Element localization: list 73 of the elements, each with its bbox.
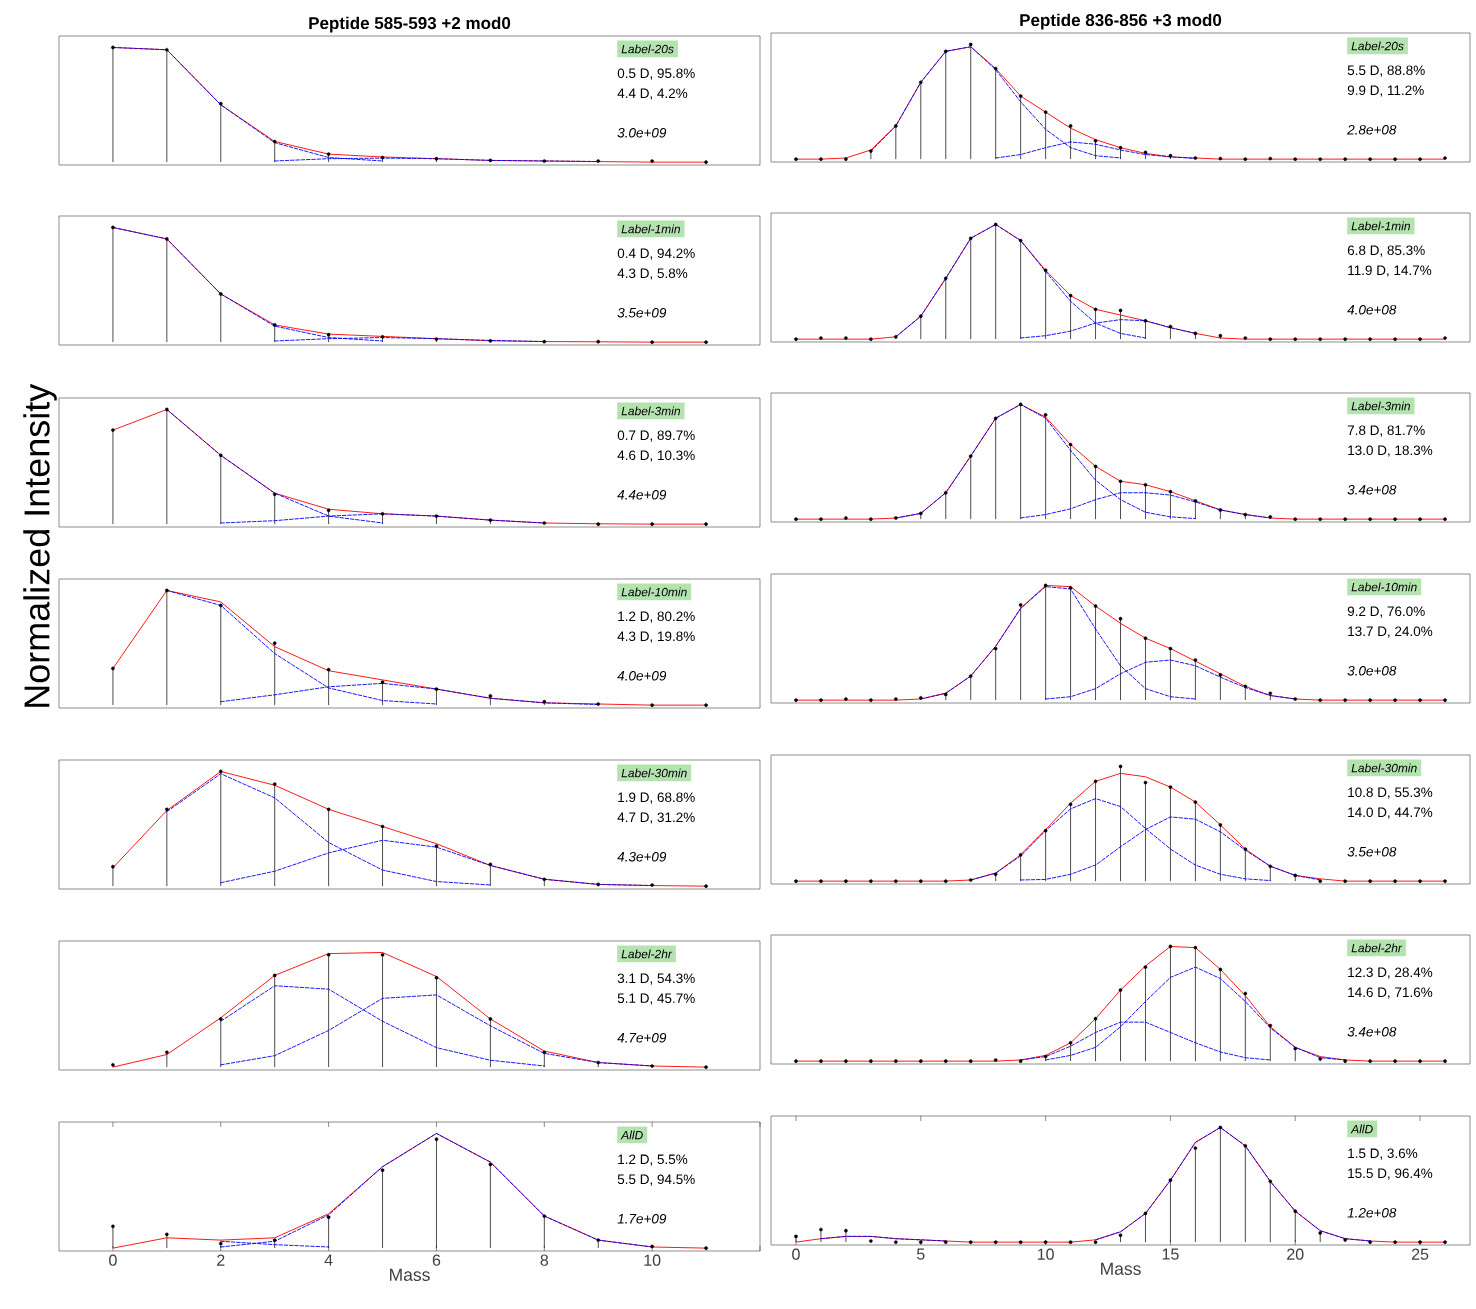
annotation: 11.9 D, 14.7% <box>1348 265 1432 277</box>
x-tick-label: 10 <box>1037 1248 1054 1260</box>
annotation: 13.0 D, 18.3% <box>1348 445 1433 457</box>
annotation: 4.3e+09 <box>617 851 667 862</box>
annotation: 14.0 D, 44.7% <box>1348 807 1433 819</box>
annotation: 1.5 D, 3.6% <box>1348 1148 1418 1160</box>
annotation: 5.5 D, 94.5% <box>617 1174 695 1186</box>
annotation: 3.0e+08 <box>1347 665 1397 676</box>
annotation: Label-20s <box>621 44 674 54</box>
chart-title: Peptide 585-593 +2 mod0 <box>309 16 511 33</box>
annotation: 12.3 D, 28.4% <box>1348 967 1433 979</box>
annotation: 13.7 D, 24.0% <box>1348 626 1433 638</box>
annotation: Label-1min <box>1351 221 1410 231</box>
annotation: Label-20s <box>1351 41 1404 51</box>
annotation: 4.6 D, 10.3% <box>617 450 695 462</box>
annotation: 2.8e+08 <box>1347 124 1397 135</box>
annotation: Label-30min <box>621 768 687 778</box>
annotation: Label-3min <box>1351 401 1410 411</box>
annotation: AllD <box>1350 1124 1373 1134</box>
x-tick-label: 8 <box>540 1254 549 1266</box>
annotation: 6.8 D, 85.3% <box>1347 245 1425 257</box>
annotation: 0.7 D, 89.7% <box>617 430 695 442</box>
annotation: 0.4 D, 94.2% <box>617 248 695 260</box>
annotation: 4.7 D, 31.2% <box>617 812 695 824</box>
annotation: 14.6 D, 71.6% <box>1348 987 1433 999</box>
annotation: 4.0e+08 <box>1347 304 1397 315</box>
annotation: Label-2hr <box>1351 943 1403 953</box>
annotation: 3.1 D, 54.3% <box>617 973 695 985</box>
x-axis-title: Mass <box>390 1268 430 1281</box>
y-axis-title: Normalized Intensity <box>23 383 57 707</box>
x-tick-label: 15 <box>1162 1248 1179 1260</box>
annotation: 5.5 D, 88.8% <box>1347 65 1425 77</box>
annotation: 4.0e+09 <box>617 670 667 681</box>
annotation: 1.2e+08 <box>1347 1207 1397 1218</box>
x-tick-label: 0 <box>109 1254 117 1266</box>
annotation: 1.7e+09 <box>617 1213 667 1224</box>
x-tick-label: 6 <box>432 1254 441 1266</box>
annotation: Label-2hr <box>621 949 673 959</box>
annotation: 9.2 D, 76.0% <box>1347 606 1425 618</box>
annotation: 3.4e+08 <box>1347 1026 1397 1037</box>
annotation: 15.5 D, 96.4% <box>1348 1168 1433 1180</box>
annotation: Label-10min <box>621 587 687 597</box>
annotation: Label-30min <box>1351 763 1417 773</box>
annotation: 1.2 D, 80.2% <box>618 611 695 623</box>
annotation: 4.3 D, 19.8% <box>617 631 695 643</box>
annotation: 1.9 D, 68.8% <box>618 792 695 804</box>
x-tick-label: 25 <box>1411 1248 1429 1260</box>
annotation: 3.5e+08 <box>1347 846 1397 857</box>
chart-title: Peptide 836-856 +3 mod0 <box>1020 13 1222 30</box>
x-tick-label: 20 <box>1287 1248 1304 1260</box>
annotation: 7.8 D, 81.7% <box>1347 425 1425 437</box>
annotation: 0.5 D, 95.8% <box>617 68 695 80</box>
x-tick-label: 0 <box>792 1248 800 1260</box>
annotation: Label-10min <box>1351 582 1417 592</box>
annotation: 9.9 D, 11.2% <box>1347 85 1424 97</box>
annotation: 4.4e+09 <box>617 489 667 500</box>
annotation: Label-3min <box>621 406 681 416</box>
annotation: Label-1min <box>621 224 681 234</box>
annotation: 5.1 D, 45.7% <box>617 993 695 1005</box>
x-axis-title: Mass <box>1101 1262 1141 1275</box>
annotation: 4.7e+09 <box>617 1032 667 1043</box>
annotation: 3.4e+08 <box>1347 484 1397 495</box>
annotation: 4.4 D, 4.2% <box>617 88 688 100</box>
annotation: 10.8 D, 55.3% <box>1348 787 1433 799</box>
x-tick-label: 10 <box>644 1254 661 1266</box>
x-tick-label: 2 <box>217 1254 225 1266</box>
annotation: 4.3 D, 5.8% <box>617 268 688 280</box>
annotation: 1.2 D, 5.5% <box>618 1154 688 1166</box>
annotation: AllD <box>620 1130 643 1140</box>
x-tick-label: 5 <box>916 1248 925 1260</box>
x-tick-label: 4 <box>324 1254 333 1266</box>
annotation: 3.0e+09 <box>617 127 667 138</box>
annotation: 3.5e+09 <box>617 307 667 318</box>
